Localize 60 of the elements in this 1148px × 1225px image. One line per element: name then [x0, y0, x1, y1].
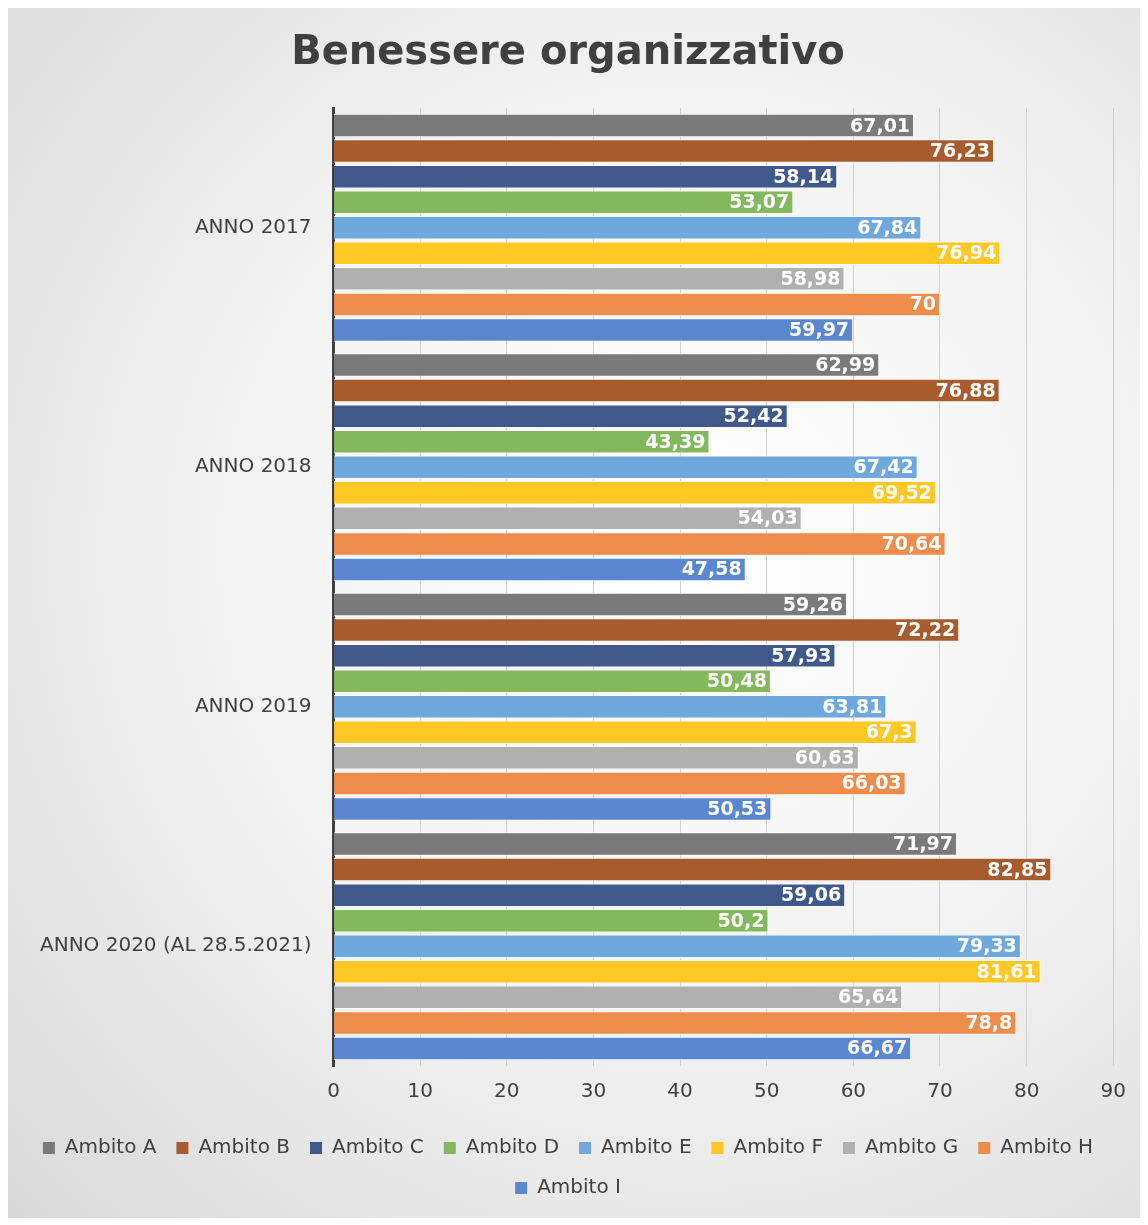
y-tick-label: ANNO 2020 (AL 28.5.2021) — [39, 932, 312, 957]
data-label: 66,67 — [847, 1036, 908, 1059]
legend-label: Ambito A — [64, 1134, 157, 1159]
data-label: 59,06 — [781, 883, 842, 906]
data-label: 59,26 — [782, 592, 843, 615]
x-tick-label: 60 — [840, 1078, 867, 1103]
x-tick-label: 50 — [754, 1078, 780, 1103]
legend-label: Ambito I — [537, 1174, 621, 1199]
data-label: 50,2 — [717, 908, 765, 931]
data-label: 81,61 — [976, 959, 1037, 982]
legend-label: Ambito E — [601, 1134, 692, 1159]
data-label: 62,99 — [815, 353, 876, 375]
data-label: 54,03 — [737, 506, 798, 529]
data-label: 79,33 — [956, 934, 1017, 957]
data-label: 67,84 — [857, 215, 918, 238]
x-tick-label: 70 — [927, 1078, 953, 1103]
data-label: 67,42 — [853, 455, 914, 478]
x-tick-label: 30 — [580, 1078, 607, 1103]
data-label: 72,22 — [895, 618, 956, 641]
data-label: 82,85 — [987, 857, 1048, 880]
data-label: 52,42 — [723, 404, 784, 427]
data-label: 53,07 — [729, 190, 790, 213]
data-label: 65,64 — [838, 985, 899, 1008]
y-tick-label: ANNO 2017 — [194, 213, 312, 238]
data-label: 60,63 — [794, 745, 855, 768]
x-tick-label: 10 — [407, 1078, 433, 1103]
data-label: 67,01 — [849, 113, 911, 136]
data-label: 43,39 — [645, 429, 706, 452]
x-tick-label: 20 — [494, 1078, 520, 1103]
x-tick-label: 90 — [1100, 1078, 1126, 1103]
data-label: 47,58 — [681, 557, 742, 580]
data-label: 57,93 — [771, 643, 832, 666]
data-label: 58,14 — [773, 164, 834, 187]
data-label: 70,64 — [881, 531, 942, 554]
legend-label: Ambito D — [465, 1134, 560, 1159]
legend-label: Ambito F — [733, 1134, 823, 1159]
data-label: 58,98 — [780, 266, 841, 289]
data-label: 76,23 — [929, 139, 990, 162]
x-tick-label: 40 — [667, 1078, 693, 1103]
data-label: 76,88 — [935, 378, 996, 401]
legend-label: Ambito G — [864, 1134, 959, 1159]
data-label: 66,03 — [841, 771, 902, 794]
y-tick-label: ANNO 2018 — [194, 453, 312, 478]
chart-title: Benessere organizzativo — [291, 27, 845, 74]
data-label: 78,8 — [965, 1010, 1013, 1033]
data-label: 50,53 — [707, 796, 768, 819]
x-tick-label: 80 — [1013, 1078, 1040, 1103]
data-label: 70 — [909, 292, 936, 315]
data-label: 67,3 — [865, 720, 913, 743]
x-tick-label: 0 — [327, 1078, 340, 1103]
data-label: 76,94 — [936, 241, 997, 264]
data-label: 63,81 — [822, 694, 883, 717]
legend-label: Ambito C — [331, 1134, 424, 1159]
data-label: 59,97 — [788, 317, 850, 340]
y-tick-label: ANNO 2019 — [194, 692, 312, 717]
legend-label: Ambito B — [198, 1134, 290, 1159]
legend-label: Ambito H — [1000, 1134, 1094, 1159]
data-label: 71,97 — [892, 832, 954, 854]
data-label: 69,52 — [871, 480, 932, 503]
data-label: 50,48 — [706, 669, 767, 692]
